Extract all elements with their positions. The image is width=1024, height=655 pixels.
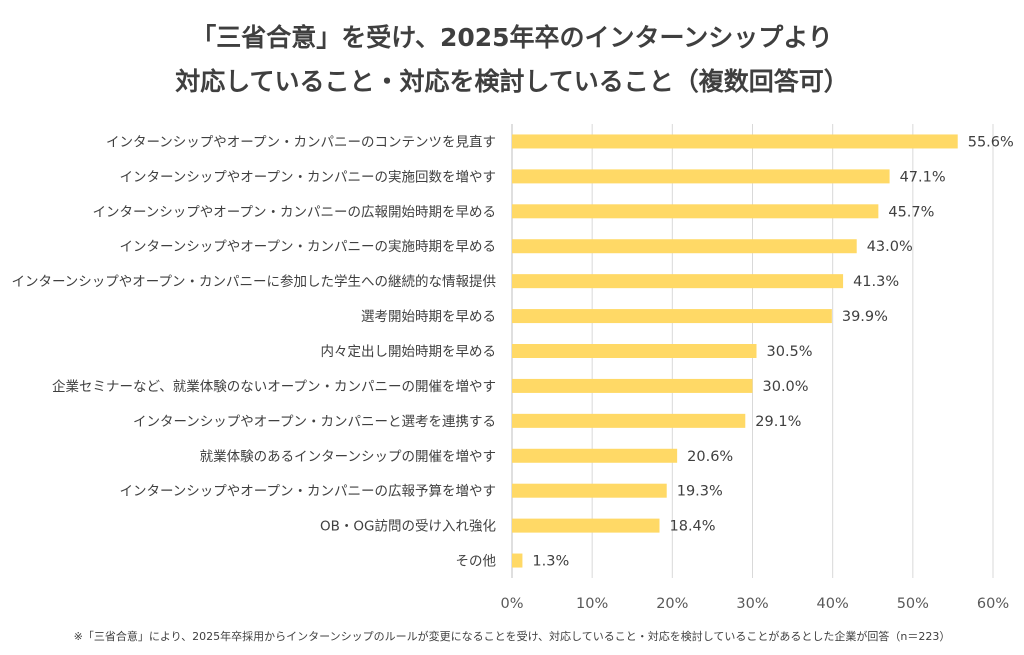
data-label: 41.3% <box>853 274 899 290</box>
category-label: 就業体験のあるインターンシップの開催を増やす <box>200 449 496 465</box>
data-label: 20.6% <box>687 449 733 465</box>
bar <box>512 204 879 219</box>
data-label: 45.7% <box>888 204 934 220</box>
bar <box>512 239 857 254</box>
bar <box>512 483 667 498</box>
bar <box>512 309 832 324</box>
category-label: 内々定出し開始時期を早める <box>321 344 497 360</box>
category-labels: インターンシップやオープン・カンパニーのコンテンツを見直すインターンシップやオー… <box>11 134 496 569</box>
category-label: その他 <box>456 554 497 570</box>
bar <box>512 169 890 184</box>
x-tick-label: 10% <box>576 596 608 612</box>
data-label: 47.1% <box>900 169 946 185</box>
data-label: 29.1% <box>755 414 801 430</box>
chart-subtitle: 対応していること・対応を検討していること（複数回答可） <box>175 67 849 96</box>
x-tick-label: 60% <box>977 596 1009 612</box>
x-tick-label: 0% <box>500 596 523 612</box>
category-label: 企業セミナーなど、就業体験のないオープン・カンパニーの開催を増やす <box>52 378 496 395</box>
data-label: 18.4% <box>670 519 716 535</box>
bar <box>512 378 753 393</box>
data-label: 43.0% <box>867 239 913 255</box>
x-tick-label: 40% <box>817 596 849 612</box>
category-label: インターンシップやオープン・カンパニーの広報予算を増やす <box>119 484 496 500</box>
category-label: インターンシップやオープン・カンパニーと選考を連携する <box>133 414 496 430</box>
bar <box>512 134 958 149</box>
data-label: 39.9% <box>842 309 888 325</box>
data-label: 1.3% <box>532 554 569 570</box>
bar <box>512 413 746 428</box>
data-label: 30.0% <box>763 379 809 395</box>
category-label: インターンシップやオープン・カンパニーの実施回数を増やす <box>119 169 496 185</box>
x-tick-label: 30% <box>736 596 768 612</box>
x-tick-label: 20% <box>656 596 688 612</box>
bar <box>512 448 678 463</box>
category-label: OB・OG訪問の受け入れ強化 <box>320 519 496 535</box>
data-label: 30.5% <box>767 344 813 360</box>
bar <box>512 518 660 533</box>
category-label: 選考開始時期を早める <box>361 309 496 325</box>
value-labels: 55.6% 47.1% 45.7% 43.0% 41.3% 39.9% 30.5% 30.0%… <box>532 134 1013 569</box>
category-label: インターンシップやオープン・カンパニーの広報開始時期を早める <box>92 204 496 220</box>
data-label: 55.6% <box>968 134 1014 150</box>
x-tick-label: 50% <box>897 596 929 612</box>
bars <box>512 134 958 568</box>
bar <box>512 553 523 568</box>
category-label: インターンシップやオープン・カンパニーに参加した学生への継続的な情報提供 <box>11 273 496 290</box>
category-label: インターンシップやオープン・カンパニーの実施時期を早める <box>119 239 496 255</box>
bar <box>512 344 757 358</box>
x-axis-tick-labels: 0% 10% 20% 30% 40% 50% 60% <box>500 596 1009 612</box>
data-label: 19.3% <box>677 484 723 500</box>
chart-title: 「三省合意」を受け、2025年卒のインターンシップより <box>191 23 833 52</box>
category-label: インターンシップやオープン・カンパニーのコンテンツを見直す <box>106 134 496 150</box>
bar <box>512 274 844 289</box>
footnote: ※「三省合意」により、2025年卒採用からインターンシップのルールが変更になるこ… <box>73 630 951 643</box>
